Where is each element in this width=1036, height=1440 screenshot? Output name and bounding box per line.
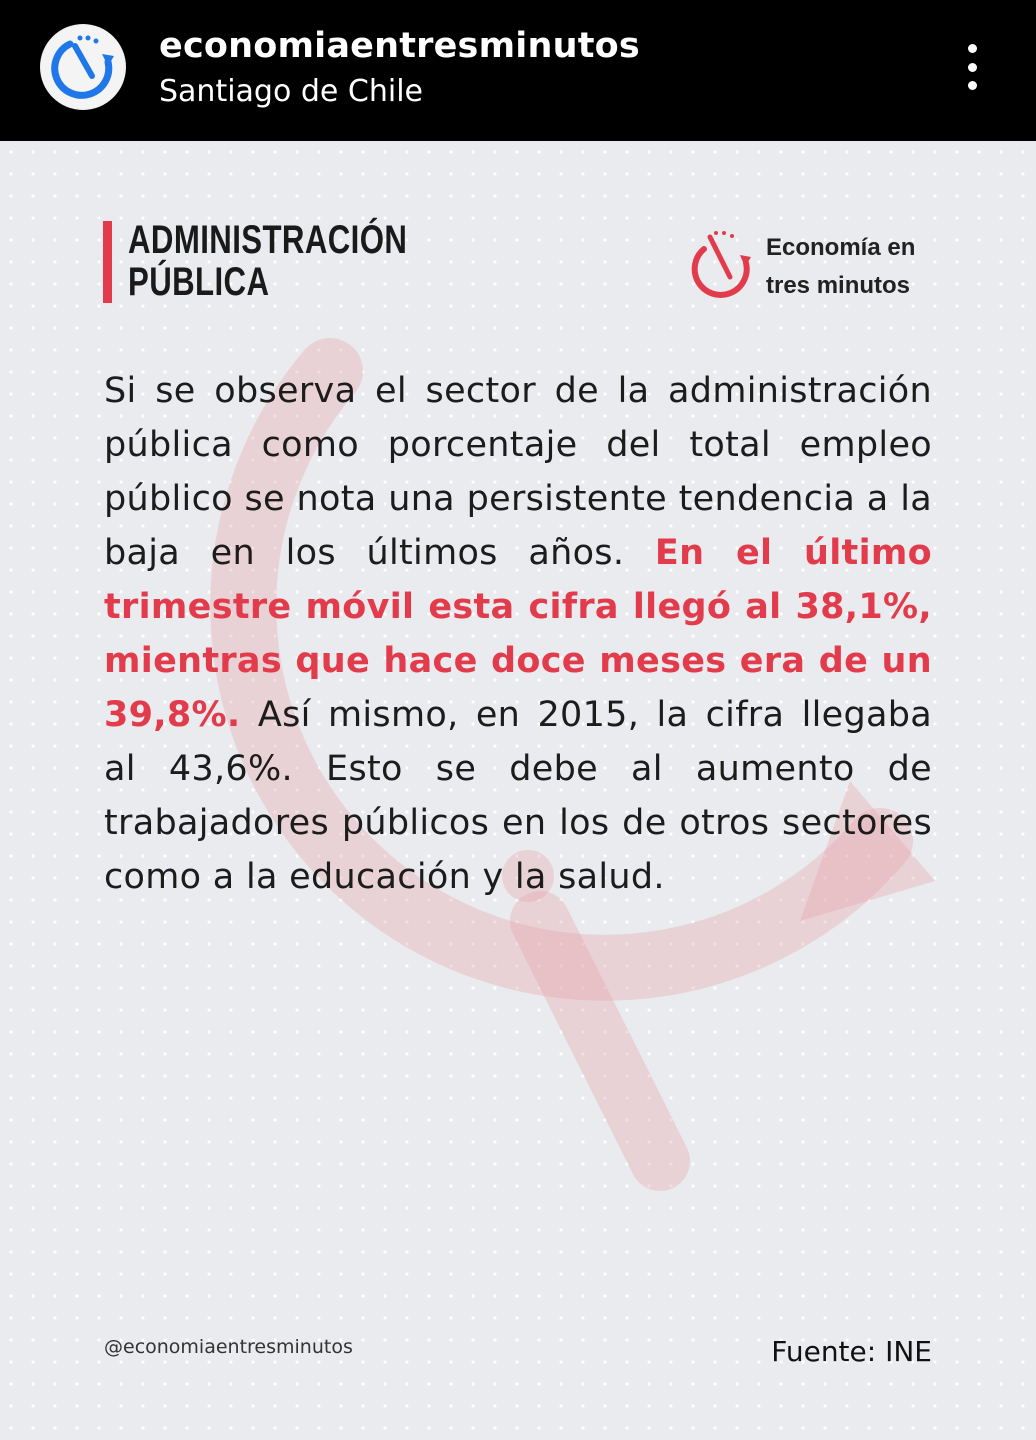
- section-accent-bar: [103, 221, 112, 303]
- more-dot: [967, 81, 977, 90]
- author-handle: @economiaentresminutos: [104, 1336, 353, 1358]
- more-dot: [967, 62, 977, 72]
- body-text-outro: Así mismo, en 2015, la cifra llegaba al …: [104, 695, 932, 897]
- more-options-button[interactable]: [952, 38, 992, 96]
- body-text-intro: Si se observa el sector de la administra…: [104, 371, 932, 573]
- line-chart: 45%43%41%39%37%35%20152017201920212023% …: [0, 901, 1036, 1321]
- data-source: Fuente: INE: [771, 1335, 932, 1368]
- more-vertical-icon: [967, 44, 977, 53]
- post-header: economiaentresminutos Santiago de Chile: [0, 0, 1036, 141]
- post-image: ADMINISTRACIÓN PÚBLICA Economía en tres …: [0, 141, 1036, 1440]
- body-text-highlight: En el último trimestre móvil esta cifra …: [104, 533, 932, 735]
- section-title: ADMINISTRACIÓN PÚBLICA: [128, 218, 408, 304]
- account-location[interactable]: Santiago de Chile: [159, 74, 423, 109]
- body-paragraph: Si se observa el sector de la administra…: [104, 364, 932, 904]
- watermark-clock-icon: [210, 338, 935, 1191]
- clock-logo-icon: [42, 26, 124, 108]
- profile-avatar[interactable]: [40, 24, 126, 110]
- brand-clock-icon: [691, 231, 751, 298]
- account-name[interactable]: economiaentresminutos: [159, 26, 640, 66]
- brand-name: Economía en tres minutos: [766, 234, 916, 299]
